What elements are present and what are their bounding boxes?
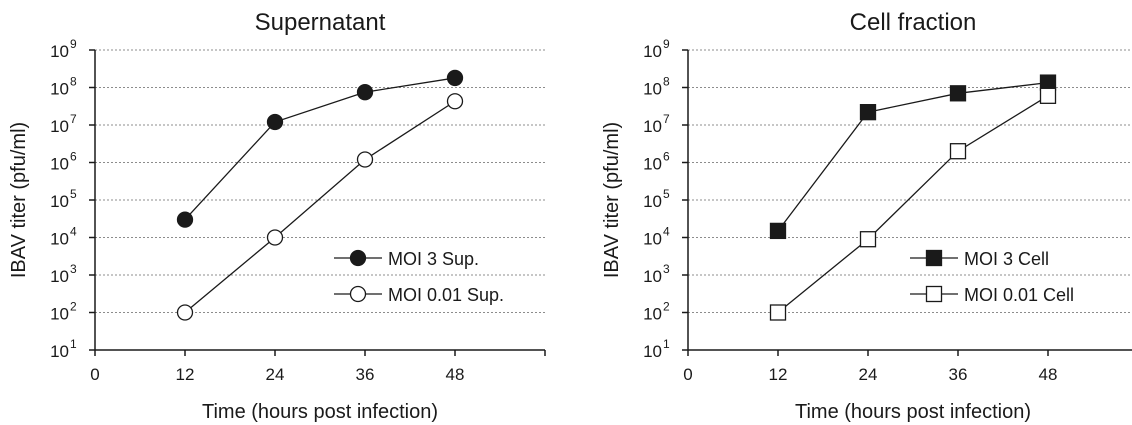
- x-tick-label: 12: [176, 365, 195, 384]
- series-line-0: [184, 77, 456, 221]
- legend: MOI 3 Sup. MOI 0.01 Sup.: [334, 249, 504, 305]
- y-tick-label: 10: [50, 305, 69, 324]
- y-tick-label: 10: [643, 267, 662, 286]
- y-tick-label: 10: [643, 305, 662, 324]
- y-axis-label: IBAV titer (pfu/ml): [601, 122, 623, 278]
- data-point: [859, 231, 877, 248]
- legend-label: MOI 0.01 Cell: [964, 285, 1074, 305]
- y-tick-exponent: 8: [663, 75, 670, 89]
- series-line-1: [777, 95, 1049, 314]
- x-tick-label: 24: [859, 365, 878, 384]
- x-tick-label: 24: [266, 365, 285, 384]
- y-tick-label: 10: [50, 192, 69, 211]
- y-tick-exponent: 9: [663, 37, 670, 51]
- y-tick-label: 10: [50, 342, 69, 361]
- x-tick-label: 0: [90, 365, 99, 384]
- axes: [682, 49, 1132, 356]
- data-series: [176, 69, 464, 321]
- x-tick-label: 48: [446, 365, 465, 384]
- y-tick-exponent: 3: [70, 262, 77, 276]
- y-tick-exponent: 8: [70, 75, 77, 89]
- y-tick-label: 10: [50, 155, 69, 174]
- chart-panel-supernatant: Supernatant IBAV titer (pfu/ml) Time (ho…: [8, 9, 546, 423]
- legend-label: MOI 3 Sup.: [388, 249, 479, 269]
- x-tick-label: 36: [949, 365, 968, 384]
- y-tick-label: 10: [50, 80, 69, 99]
- y-tick-label: 10: [50, 42, 69, 61]
- y-tick-exponent: 7: [70, 112, 77, 126]
- legend-marker: [925, 285, 943, 303]
- y-tick-label: 10: [50, 267, 69, 286]
- data-point: [356, 151, 374, 168]
- series-line-0: [777, 81, 1049, 232]
- gridlines: [95, 49, 545, 313]
- y-tick-label: 10: [643, 80, 662, 99]
- x-tick-label: 12: [769, 365, 788, 384]
- y-tick-label: 10: [50, 117, 69, 136]
- data-point: [859, 104, 877, 121]
- data-point: [266, 229, 284, 246]
- legend: MOI 3 Cell MOI 0.01 Cell: [910, 249, 1074, 305]
- x-tick-label: 36: [356, 365, 375, 384]
- data-point: [949, 85, 967, 102]
- x-axis-label: Time (hours post infection): [202, 401, 438, 423]
- tick-labels: 10 110 210 310 410 510 610 710 810 90 12 24 36 48: [643, 37, 1057, 384]
- y-tick-exponent: 2: [70, 300, 77, 314]
- y-tick-label: 10: [643, 230, 662, 249]
- legend-marker: [925, 249, 943, 267]
- y-tick-label: 10: [643, 42, 662, 61]
- data-point: [1039, 87, 1057, 104]
- y-tick-exponent: 4: [70, 225, 77, 239]
- y-tick-exponent: 3: [663, 262, 670, 276]
- chart-title: Cell fraction: [850, 9, 977, 36]
- data-series: [769, 74, 1057, 321]
- y-tick-label: 10: [643, 155, 662, 174]
- data-point: [446, 69, 464, 87]
- y-tick-exponent: 2: [663, 300, 670, 314]
- legend-label: MOI 0.01 Sup.: [388, 285, 504, 305]
- chart-panel-cell-fraction: Cell fraction IBAV titer (pfu/ml) Time (…: [601, 9, 1132, 423]
- y-tick-label: 10: [643, 342, 662, 361]
- data-point: [949, 143, 967, 160]
- y-tick-label: 10: [643, 192, 662, 211]
- y-tick-exponent: 4: [663, 225, 670, 239]
- y-tick-exponent: 5: [70, 187, 77, 201]
- data-point: [176, 304, 194, 321]
- data-point: [266, 113, 284, 131]
- x-tick-label: 0: [683, 365, 692, 384]
- y-tick-exponent: 5: [663, 187, 670, 201]
- legend-marker: [349, 249, 367, 267]
- y-tick-label: 10: [50, 230, 69, 249]
- chart-title: Supernatant: [255, 9, 386, 36]
- series-line-1: [184, 100, 456, 313]
- legend-label: MOI 3 Cell: [964, 249, 1049, 269]
- y-tick-exponent: 1: [70, 337, 77, 351]
- data-point: [356, 84, 374, 101]
- x-axis-label: Time (hours post infection): [795, 401, 1031, 423]
- y-tick-exponent: 7: [663, 112, 670, 126]
- y-tick-exponent: 6: [663, 150, 670, 164]
- y-tick-exponent: 9: [70, 37, 77, 51]
- data-point: [769, 304, 787, 321]
- y-tick-exponent: 1: [663, 337, 670, 351]
- legend-marker: [349, 285, 367, 303]
- x-tick-label: 48: [1039, 365, 1058, 384]
- data-point: [176, 211, 194, 228]
- axes: [89, 49, 546, 356]
- gridlines: [688, 49, 1132, 313]
- y-tick-exponent: 6: [70, 150, 77, 164]
- data-point: [769, 222, 787, 240]
- y-axis-label: IBAV titer (pfu/ml): [8, 122, 30, 278]
- tick-labels: 10 110 210 310 410 510 610 710 810 90 12 24 36 48: [50, 37, 464, 384]
- y-tick-label: 10: [643, 117, 662, 136]
- data-point: [446, 93, 464, 110]
